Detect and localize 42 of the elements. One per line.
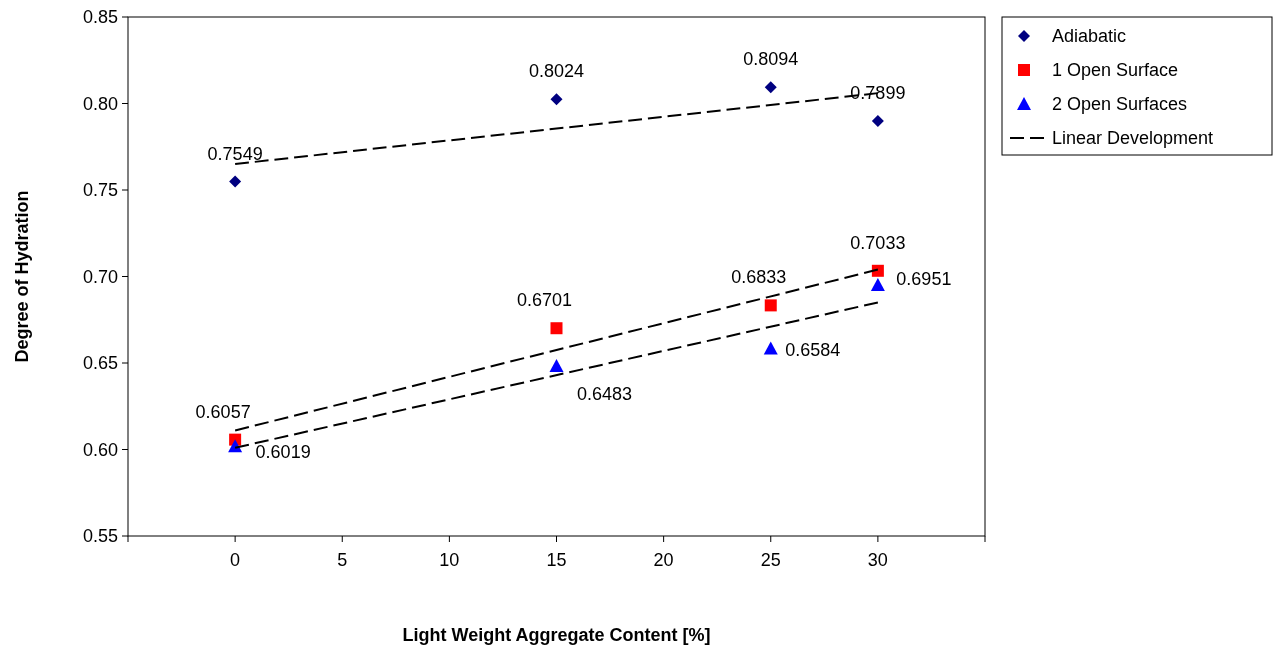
point <box>871 264 884 277</box>
legend-label: Adiabatic <box>1052 26 1127 47</box>
data-label: 0.6019 <box>255 442 311 463</box>
x-tick-label: 10 <box>439 550 460 570</box>
x-tick-label: 5 <box>337 550 348 570</box>
data-label: 0.6584 <box>785 340 841 361</box>
data-label: 0.8024 <box>528 61 585 82</box>
point <box>764 299 777 312</box>
legend-label: 2 Open Surfaces <box>1052 94 1188 115</box>
point <box>229 175 242 188</box>
data-label: 0.8094 <box>743 49 799 70</box>
data-label: 0.6833 <box>731 267 787 288</box>
point <box>871 114 884 127</box>
data-label: 0.6483 <box>576 383 633 404</box>
data-label: 0.7549 <box>207 143 263 164</box>
point <box>763 341 778 355</box>
x-axis-title: Light Weight Aggregate Content [%] <box>402 625 711 645</box>
legend-label: 1 Open Surface <box>1052 60 1179 81</box>
y-axis-title: Degree of Hydration <box>12 190 32 363</box>
x-tick-label: 0 <box>230 550 241 570</box>
data-label: 0.7033 <box>850 232 906 253</box>
y-tick-label: 0.70 <box>82 266 118 287</box>
y-tick-label: 0.55 <box>82 526 118 547</box>
data-label: 0.7899 <box>850 82 906 103</box>
y-tick-label: 0.85 <box>82 7 118 28</box>
x-tick-label: 20 <box>653 550 674 570</box>
data-label: 0.6701 <box>516 290 573 311</box>
x-tick-label: 15 <box>546 550 567 570</box>
point <box>550 322 563 335</box>
point <box>550 93 563 106</box>
y-tick-label: 0.75 <box>82 180 118 201</box>
x-tick-label: 25 <box>760 550 781 570</box>
point <box>549 358 564 372</box>
x-tick-label: 30 <box>867 550 888 570</box>
legend-label: Linear Development <box>1052 128 1214 149</box>
data-label: 0.6057 <box>195 401 251 422</box>
y-tick-label: 0.65 <box>82 353 118 374</box>
data-label: 0.6951 <box>896 268 952 289</box>
y-tick-label: 0.60 <box>82 439 118 460</box>
y-tick-label: 0.80 <box>82 93 118 114</box>
point <box>764 81 777 94</box>
point <box>870 277 885 291</box>
